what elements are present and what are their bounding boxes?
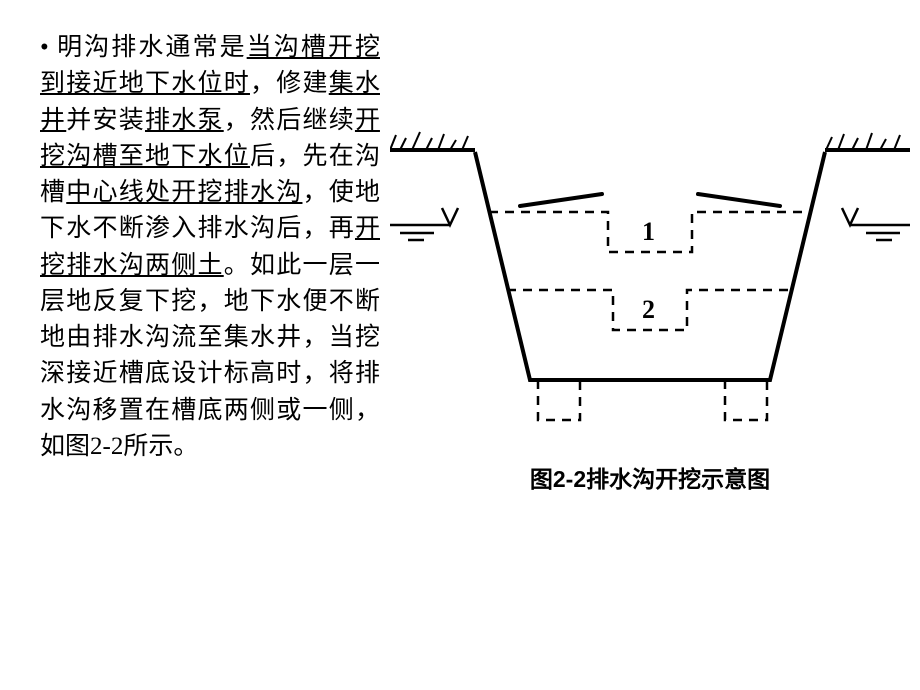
underline-seg: 排水泵 bbox=[145, 107, 224, 134]
bullet: • bbox=[40, 34, 57, 61]
seg: ，然后继续 bbox=[224, 107, 355, 134]
seg: 并安装 bbox=[66, 107, 145, 134]
underline-seg: 中心线处开挖排水沟 bbox=[66, 179, 302, 206]
seg: 明沟排水通常是 bbox=[57, 34, 247, 61]
diagram-label-1: 1 bbox=[642, 217, 655, 246]
figure-caption: 图2-2排水沟开挖示意图 bbox=[530, 460, 770, 494]
diagram-label-2: 2 bbox=[642, 295, 655, 324]
figure: 1 2 图2-2排水沟开挖示意图 bbox=[390, 30, 910, 494]
body-text: • 明沟排水通常是当沟槽开挖到接近地下水位时，修建集水井并安装排水泵，然后继续开… bbox=[40, 30, 380, 494]
seg: ，修建 bbox=[250, 70, 329, 97]
seg: 。如此一层一层地反复下挖，地下水便不断地由排水沟流至集水井，当挖深接近槽底设计标… bbox=[40, 252, 380, 460]
paragraph: • 明沟排水通常是当沟槽开挖到接近地下水位时，修建集水井并安装排水泵，然后继续开… bbox=[40, 30, 380, 465]
trench-diagram: 1 2 bbox=[390, 90, 910, 440]
